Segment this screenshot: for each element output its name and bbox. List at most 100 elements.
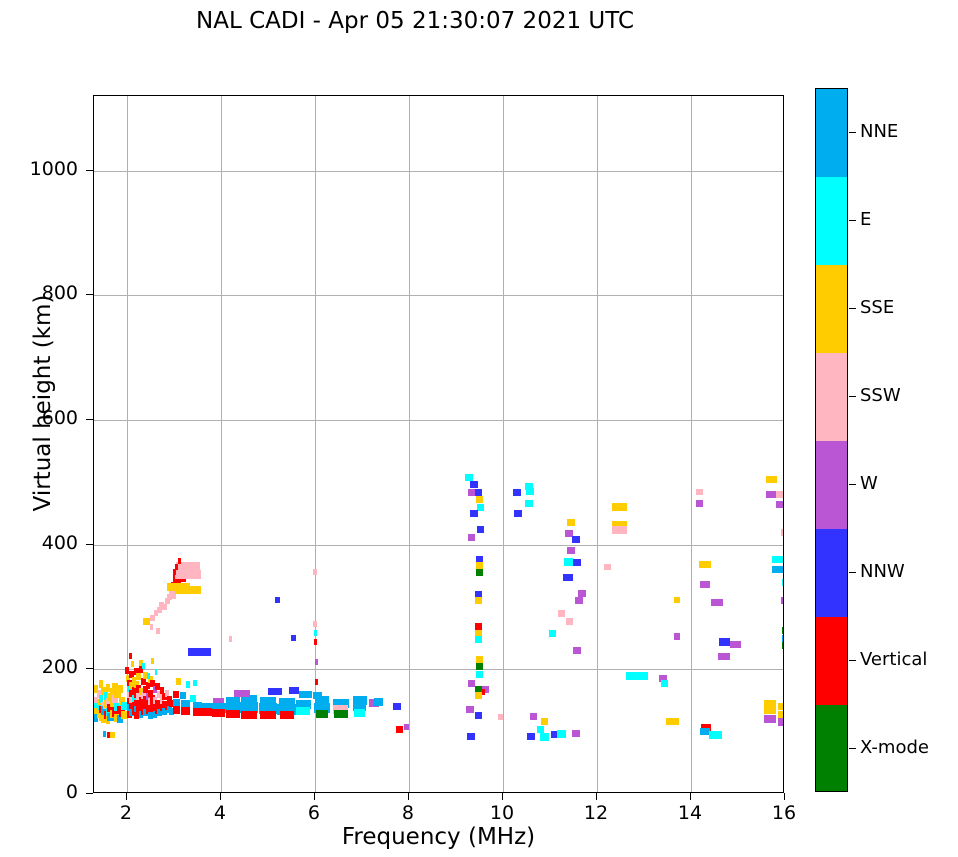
echo-mark <box>696 489 703 496</box>
y-tick <box>86 419 93 421</box>
echo-mark <box>103 700 108 709</box>
echo-mark <box>193 680 197 687</box>
echo-mark <box>141 678 146 686</box>
x-tick <box>689 793 691 800</box>
echo-mark <box>136 700 141 708</box>
gridline-vertical <box>314 96 316 792</box>
echo-mark <box>94 696 99 705</box>
echo-mark <box>550 731 559 739</box>
echo-mark <box>96 699 101 707</box>
echo-mark <box>172 706 180 715</box>
echo-mark <box>138 704 144 712</box>
echo-mark <box>766 491 778 499</box>
echo-mark <box>126 692 132 700</box>
echo-mark <box>474 623 483 631</box>
echo-mark <box>105 684 111 693</box>
echo-mark <box>674 596 680 603</box>
echo-mark <box>660 679 669 687</box>
echo-mark <box>288 687 299 695</box>
echo-mark <box>333 710 348 719</box>
echo-mark <box>159 687 165 695</box>
gridline-vertical <box>126 96 128 792</box>
echo-mark <box>315 710 329 719</box>
echo-mark <box>212 703 225 713</box>
echo-mark <box>145 682 151 690</box>
echo-mark <box>133 668 139 676</box>
colorbar-label-nne: NNE <box>860 121 899 142</box>
echo-mark <box>566 547 576 555</box>
echo-mark <box>312 621 318 628</box>
echo-mark <box>172 699 180 707</box>
echo-mark <box>612 503 627 512</box>
echo-mark <box>148 705 153 713</box>
colorbar-label-e: E <box>860 209 872 230</box>
echo-mark <box>475 655 484 663</box>
echo-mark <box>145 693 151 701</box>
echo-mark <box>474 597 483 605</box>
echo-mark <box>176 678 181 686</box>
echo-mark <box>141 692 146 700</box>
echo-mark <box>659 674 667 682</box>
echo-mark <box>131 702 137 709</box>
gridline-horizontal <box>94 669 783 671</box>
echo-mark <box>763 715 777 724</box>
echo-mark <box>474 685 483 693</box>
echo-mark <box>129 652 133 659</box>
echo-mark <box>775 501 783 509</box>
echo-mark <box>775 491 783 499</box>
echo-mark <box>164 703 170 711</box>
echo-mark <box>395 725 404 733</box>
echo-mark <box>274 596 280 603</box>
echo-mark <box>225 710 240 719</box>
colorbar-tick <box>849 748 856 750</box>
echo-mark <box>175 561 201 570</box>
echo-mark <box>612 520 627 529</box>
echo-mark <box>101 686 106 695</box>
echo-mark <box>148 698 153 706</box>
echo-mark <box>138 665 144 673</box>
gridline-vertical <box>408 96 410 792</box>
echo-mark <box>565 618 574 626</box>
colorbar-label-nnw: NNW <box>860 561 905 582</box>
echo-mark <box>94 685 99 694</box>
echo-mark <box>333 704 349 714</box>
x-tick-label: 10 <box>489 802 515 824</box>
echo-mark <box>766 476 778 484</box>
echo-mark <box>102 731 106 738</box>
echo-mark <box>224 702 241 713</box>
echo-mark <box>116 685 124 694</box>
echo-mark <box>539 732 549 741</box>
echo-mark <box>525 482 533 490</box>
echo-mark <box>96 710 101 719</box>
echo-mark <box>314 630 318 637</box>
y-tick-label: 0 <box>65 781 78 803</box>
colorbar-label-w: W <box>860 473 878 494</box>
colorbar-segment-e <box>816 177 847 265</box>
gridline-horizontal <box>94 420 783 422</box>
echo-mark <box>259 696 276 705</box>
echo-mark <box>121 701 128 710</box>
echo-mark <box>201 702 213 711</box>
echo-mark <box>148 675 153 683</box>
echo-mark <box>475 663 484 671</box>
echo-mark <box>111 708 119 717</box>
echo-mark <box>563 573 573 581</box>
echo-mark <box>772 566 783 574</box>
echo-mark <box>475 562 484 570</box>
echo-mark <box>192 701 203 710</box>
echo-mark <box>258 703 278 715</box>
echo-mark <box>475 496 484 504</box>
echo-mark <box>465 473 473 481</box>
echo-mark <box>155 699 160 707</box>
echo-mark <box>626 671 648 680</box>
x-tick <box>784 793 785 800</box>
echo-mark <box>513 510 523 518</box>
echo-mark <box>296 707 311 716</box>
echo-mark <box>126 710 132 718</box>
x-tick <box>125 793 127 800</box>
echo-mark <box>279 711 294 720</box>
echo-mark <box>157 606 163 613</box>
page-title: NAL CADI - Apr 05 21:30:07 2021 UTC <box>196 8 634 34</box>
x-tick <box>313 793 315 800</box>
